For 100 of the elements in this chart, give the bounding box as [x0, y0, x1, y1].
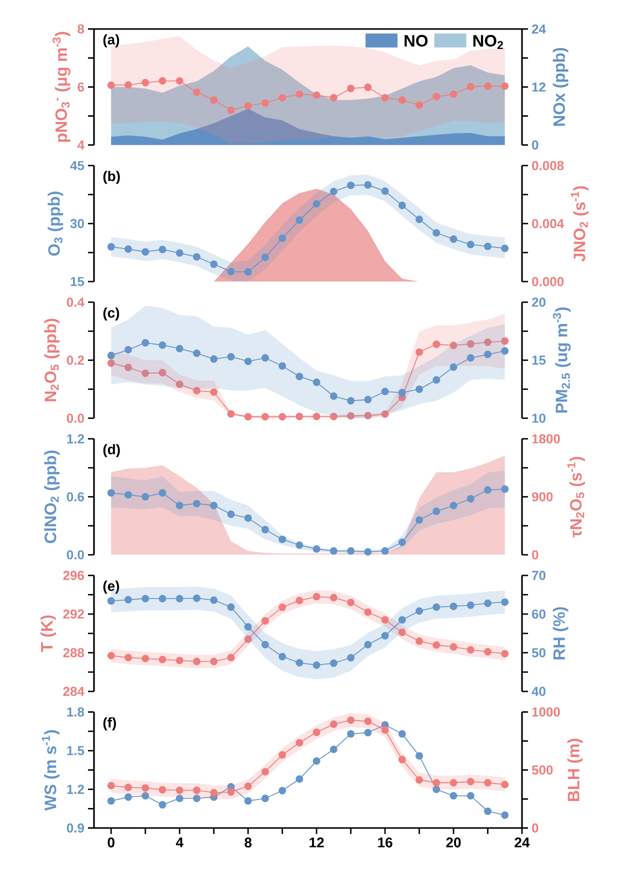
point	[142, 370, 150, 377]
point	[381, 94, 389, 102]
point	[450, 235, 458, 243]
point	[466, 646, 474, 654]
point	[210, 788, 218, 796]
point	[330, 720, 338, 728]
y-axis-title: O$_{3}$ (ppb)	[48, 192, 64, 256]
point	[278, 362, 286, 370]
y2-tick-label: 0	[532, 140, 538, 150]
point	[416, 216, 424, 224]
chart-title: (f)	[103, 717, 116, 730]
point	[432, 340, 440, 348]
point	[484, 648, 492, 656]
point	[244, 268, 252, 276]
point	[330, 94, 338, 102]
point	[244, 635, 252, 643]
point	[364, 718, 372, 726]
point	[158, 246, 166, 254]
point	[416, 385, 424, 393]
point	[347, 412, 355, 420]
y-tick-label: 292	[63, 609, 84, 619]
y-tick-label: 284	[63, 686, 84, 696]
y2-axis-title: NOx (ppb)	[552, 48, 568, 126]
point	[398, 616, 406, 624]
point	[107, 359, 115, 367]
point	[296, 738, 304, 746]
point	[347, 84, 355, 92]
point	[142, 594, 150, 602]
point	[158, 786, 166, 794]
point	[501, 485, 509, 493]
point	[107, 243, 115, 251]
y2-tick-label: 0.008	[532, 161, 564, 170]
point	[176, 794, 184, 802]
point	[432, 786, 440, 794]
point	[296, 90, 304, 98]
point	[450, 602, 458, 610]
point	[142, 784, 150, 792]
point	[124, 784, 132, 792]
point	[381, 388, 389, 396]
point	[107, 782, 115, 790]
y2-tick-label: 1800	[532, 434, 560, 444]
point	[364, 640, 372, 648]
point	[124, 245, 132, 253]
point	[278, 652, 286, 660]
point	[432, 603, 440, 611]
point	[312, 592, 320, 600]
point	[158, 489, 166, 497]
point	[192, 794, 200, 802]
point	[176, 656, 184, 664]
point	[484, 242, 492, 250]
y2-axis-title: BLH (m)	[567, 738, 583, 801]
point	[278, 786, 286, 794]
point	[347, 598, 355, 606]
point	[107, 597, 115, 605]
y-tick-label: 288	[63, 648, 84, 658]
y-axis-title: pNO$_{3}$$^{-}$ (μg m$^{-3}$)	[52, 32, 70, 142]
point	[398, 96, 406, 104]
point	[244, 797, 252, 805]
chart-title: (e)	[103, 580, 120, 594]
point	[210, 658, 218, 666]
point	[296, 412, 304, 420]
point	[227, 654, 235, 662]
point	[210, 96, 218, 104]
point	[278, 412, 286, 420]
point	[466, 601, 474, 609]
point	[347, 716, 355, 724]
point	[296, 541, 304, 549]
point	[261, 617, 269, 625]
y-tick-label: 1.5	[67, 746, 84, 756]
x-tick-label: 0	[108, 838, 114, 848]
y2-tick-label: 60	[532, 609, 546, 619]
point	[466, 494, 474, 502]
point	[398, 756, 406, 764]
y2-tick-label: 500	[532, 765, 553, 775]
point	[176, 594, 184, 602]
point	[450, 342, 458, 350]
point	[416, 516, 424, 524]
point	[501, 650, 509, 658]
y-tick-label: 0.2	[66, 356, 84, 365]
point	[330, 659, 338, 667]
point	[432, 376, 440, 384]
point	[466, 340, 474, 348]
point	[261, 253, 269, 261]
point	[416, 607, 424, 615]
point	[484, 599, 492, 607]
point	[432, 779, 440, 787]
point	[278, 751, 286, 759]
y-axis-title: ClNO$_{2}$ (ppb)	[44, 450, 60, 544]
point	[296, 596, 304, 604]
point	[484, 82, 492, 90]
y-tick-label: 0.9	[66, 823, 84, 833]
y2-axis-title: τN$_{2}$O$_{5}$ (s$^{-1}$)	[567, 456, 585, 538]
y-tick-label: 0.6	[66, 492, 84, 502]
point	[312, 378, 320, 386]
y2-axis-title: PM$_{2.5}$ (ug m$^{-3}$)	[552, 307, 571, 413]
point	[416, 348, 424, 356]
point	[227, 788, 235, 796]
point	[364, 608, 372, 616]
point	[158, 341, 166, 349]
point	[347, 182, 355, 190]
